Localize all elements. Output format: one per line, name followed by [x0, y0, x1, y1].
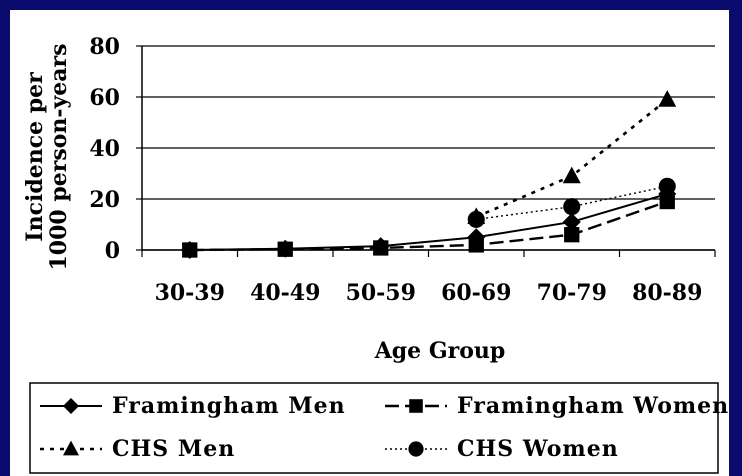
- line-chart: 0 20 40 60 80 30-39 40-49 50-59 60-69 70-79 80-89…: [22, 34, 729, 474]
- x-axis-tick-labels: 30-39 40-49 50-59 60-69 70-79 80-89: [155, 280, 703, 306]
- legend-marker: [408, 441, 424, 457]
- y-tick-label: 80: [89, 34, 120, 60]
- series-markers: [180, 90, 677, 259]
- data-point-framingham-women: [182, 242, 198, 258]
- y-tick-label: 40: [89, 136, 120, 162]
- y-axis-title-line-2: 1000 person-years: [46, 43, 72, 270]
- data-point-chs-women: [658, 177, 676, 195]
- legend: Framingham Men Framingham Women CHS Men CHS…: [29, 382, 729, 474]
- chart-panel: 0 20 40 60 80 30-39 40-49 50-59 60-69 70-79 80-89…: [10, 10, 729, 476]
- series-line-framingham-men: [189, 192, 668, 251]
- x-tick-label: 60-69: [441, 280, 511, 306]
- x-tick-label: 80-89: [632, 280, 702, 306]
- series-line-framingham-women: [189, 200, 668, 252]
- x-axis-title: Age Group: [374, 338, 506, 364]
- legend-label: CHS Women: [457, 436, 619, 462]
- x-tick-label: 30-39: [155, 280, 225, 306]
- legend-label: CHS Men: [112, 436, 235, 462]
- x-tick-label: 40-49: [250, 280, 320, 306]
- y-tick-label: 20: [89, 187, 120, 213]
- x-tick-label: 50-59: [346, 280, 416, 306]
- legend-marker: [409, 399, 423, 413]
- data-point-framingham-men: [562, 212, 581, 231]
- legend-marker: [63, 440, 79, 456]
- y-axis-tick-labels: 0 20 40 60 80: [89, 34, 120, 264]
- legend-label: Framingham Women: [457, 393, 729, 419]
- y-tick-label: 60: [89, 85, 120, 111]
- y-tick-label: 0: [105, 238, 120, 264]
- data-point-chs-women: [563, 198, 581, 216]
- data-point-chs-women: [467, 210, 485, 228]
- y-axis-title-line-1: Incidence per: [22, 72, 48, 242]
- y-axis-title: Incidence per 1000 person-years: [22, 43, 72, 270]
- data-point-framingham-women: [373, 240, 389, 256]
- data-point-chs-men: [658, 90, 677, 107]
- legend-box: [29, 382, 719, 474]
- data-point-framingham-women: [468, 237, 484, 253]
- legend-label: Framingham Men: [112, 393, 346, 419]
- data-point-framingham-women: [659, 193, 675, 210]
- data-point-chs-men: [562, 166, 581, 184]
- data-point-framingham-women: [564, 227, 580, 243]
- x-tick-label: 70-79: [537, 280, 607, 306]
- series-lines: [189, 98, 669, 252]
- gridlines: [136, 45, 716, 257]
- data-point-framingham-women: [277, 241, 293, 257]
- legend-marker: [63, 398, 79, 414]
